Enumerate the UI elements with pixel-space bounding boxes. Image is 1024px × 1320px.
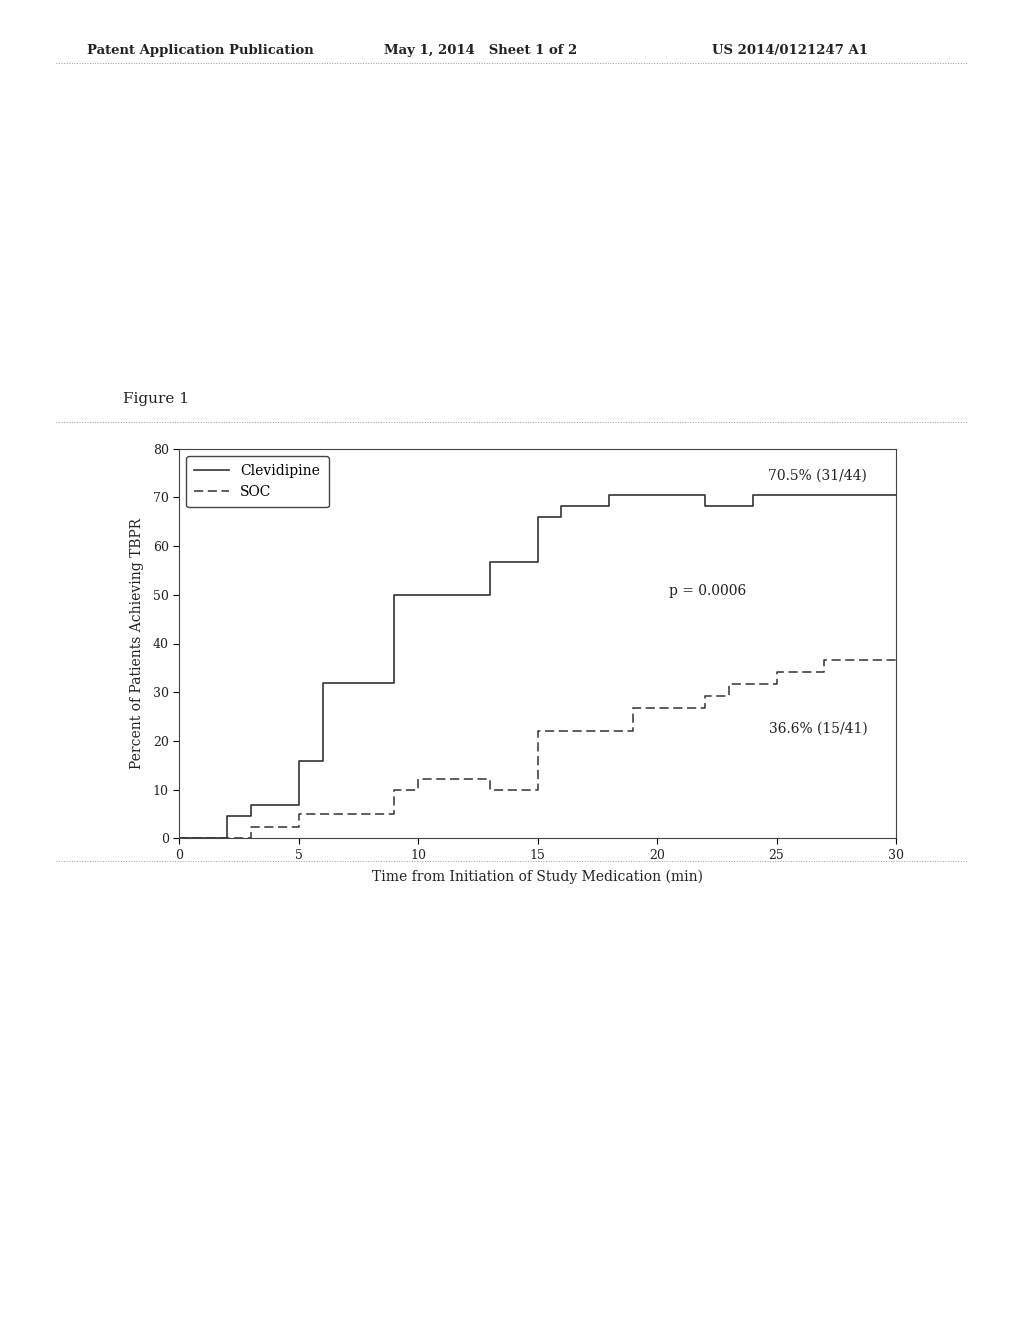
Text: 36.6% (15/41): 36.6% (15/41) [769, 722, 867, 735]
X-axis label: Time from Initiation of Study Medication (min): Time from Initiation of Study Medication… [372, 870, 703, 884]
Text: 70.5% (31/44): 70.5% (31/44) [768, 469, 867, 483]
Text: US 2014/0121247 A1: US 2014/0121247 A1 [712, 44, 867, 57]
Text: Figure 1: Figure 1 [123, 392, 188, 405]
Text: May 1, 2014   Sheet 1 of 2: May 1, 2014 Sheet 1 of 2 [384, 44, 578, 57]
Text: Patent Application Publication: Patent Application Publication [87, 44, 313, 57]
Legend: Clevidipine, SOC: Clevidipine, SOC [186, 455, 329, 507]
Text: p = 0.0006: p = 0.0006 [669, 583, 746, 598]
Y-axis label: Percent of Patients Achieving TBPR: Percent of Patients Achieving TBPR [130, 517, 144, 770]
